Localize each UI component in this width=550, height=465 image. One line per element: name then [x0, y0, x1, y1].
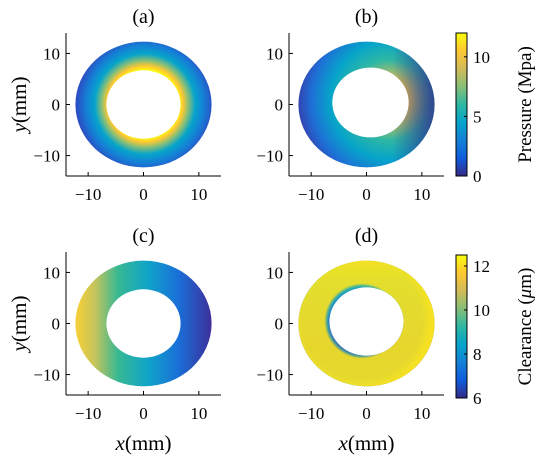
colorbar-tick-label: 10	[473, 301, 490, 320]
y-tick-label: −10	[256, 147, 283, 166]
y-tick-label: −10	[33, 366, 60, 385]
colorbar-tick-label: 12	[473, 257, 490, 276]
y-tick-label: 0	[275, 96, 284, 115]
x-axis-label: x(mm)	[115, 431, 172, 455]
colorbar-tick-label: 0	[473, 167, 482, 186]
y-tick-label: 10	[266, 263, 283, 282]
panel-a: −10 0 10 −10 0 10 (a) y(mm)	[7, 6, 221, 204]
colorbar-tick-label: 8	[473, 345, 482, 364]
x-tick-label: 0	[362, 404, 371, 423]
x-tick-label: 10	[190, 185, 207, 204]
x-axis-label: x(mm)	[338, 431, 395, 455]
panel-label: (a)	[132, 6, 154, 28]
x-tick-label: −10	[298, 404, 325, 423]
x-tick-label: −10	[298, 185, 325, 204]
contour-field-shade	[298, 41, 435, 168]
panel-c: −10 0 10 −10 0 10 (c) y(mm) x(mm)	[7, 225, 221, 455]
colorbar-gradient	[455, 254, 468, 399]
y-tick-label: 10	[43, 263, 60, 282]
y-tick-label: 0	[52, 96, 61, 115]
panel-b: −10 0 10 −10 0 10 (b)	[256, 6, 444, 204]
y-axis-label: y(mm)	[7, 296, 31, 354]
x-tick-label: 10	[413, 185, 430, 204]
colorbar-tick-label: 5	[473, 107, 482, 126]
panel-label: (c)	[132, 225, 154, 247]
y-tick-label: −10	[256, 366, 283, 385]
contour-field	[75, 41, 212, 168]
x-tick-label: 10	[190, 404, 207, 423]
panel-label: (b)	[355, 6, 378, 28]
contour-field	[75, 260, 212, 387]
colorbar-label: Clearance (μm)	[515, 268, 536, 386]
contour-field-inner-rim	[298, 260, 435, 387]
colorbar-pressure: 0 5 10 Pressure (Mpa)	[455, 32, 536, 186]
panel-d: −10 0 10 −10 0 10 (d) x(mm)	[256, 225, 444, 455]
y-tick-label: 10	[43, 44, 60, 63]
x-tick-label: 0	[139, 404, 148, 423]
colorbar-tick-label: 6	[473, 389, 482, 408]
x-tick-label: −10	[75, 185, 102, 204]
y-axis-label: y(mm)	[7, 77, 31, 135]
y-tick-label: 10	[266, 44, 283, 63]
colorbar-label: Pressure (Mpa)	[515, 46, 536, 163]
x-tick-label: 0	[362, 185, 371, 204]
x-tick-label: −10	[75, 404, 102, 423]
colorbar-clearance: 6 8 10 12 Clearance (μm)	[455, 254, 536, 408]
y-tick-label: −10	[33, 147, 60, 166]
x-tick-label: 10	[413, 404, 430, 423]
y-tick-label: 0	[52, 315, 61, 334]
y-tick-label: 0	[275, 315, 284, 334]
colorbar-tick-label: 10	[473, 48, 490, 67]
panel-label: (d)	[355, 225, 378, 247]
colorbar-gradient	[455, 32, 468, 177]
x-tick-label: 0	[139, 185, 148, 204]
